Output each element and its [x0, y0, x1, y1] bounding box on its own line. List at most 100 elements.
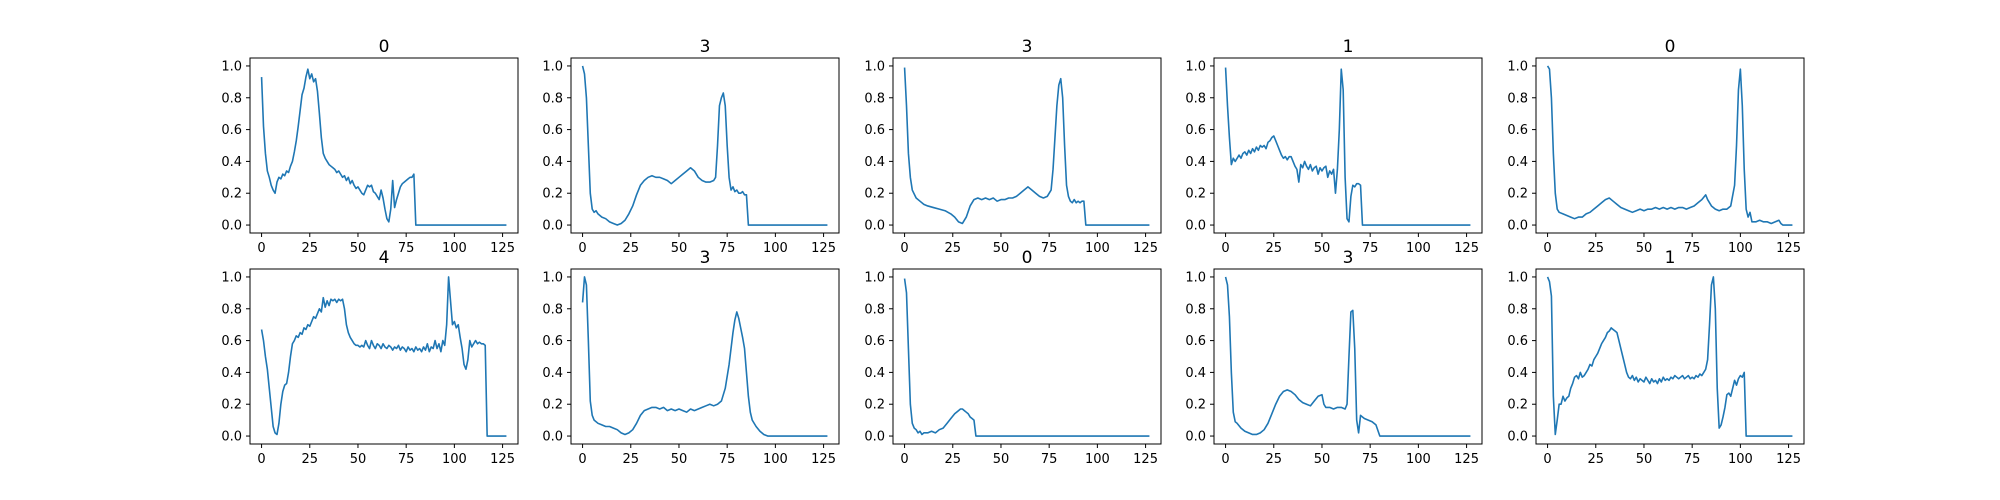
y-tick-label: 0.8 [542, 91, 563, 106]
y-tick-label: 1.0 [542, 59, 563, 74]
subplot-0: 0 25 50 75 100 125 0.0 0.2 0.4 0.6 0.8 1.0 0 [221, 37, 519, 256]
y-tick-label: 1.0 [864, 59, 885, 74]
y-tick-label: 0.6 [221, 123, 242, 138]
x-tick-label: 50 [350, 452, 367, 467]
y-tick-label: 0.8 [1507, 91, 1528, 106]
subplot-7: 0 25 50 75 100 125 0.0 0.2 0.4 0.6 0.8 1.0 0 [864, 248, 1162, 467]
y-tick-label: 0.0 [1185, 219, 1206, 234]
x-tick-label: 100 [1085, 452, 1110, 467]
y-tick-label: 0.0 [864, 219, 885, 234]
y-tick-label: 1.0 [864, 270, 885, 285]
y-tick-label: 0.4 [1507, 155, 1528, 170]
x-tick-label: 100 [1728, 452, 1753, 467]
y-tick-label: 0.0 [864, 430, 885, 445]
subplot-title: 3 [700, 248, 711, 268]
x-tick-label: 25 [301, 452, 318, 467]
y-tick-label: 0.4 [221, 155, 242, 170]
x-tick-label: 50 [1636, 452, 1653, 467]
series-line [903, 67, 1150, 226]
x-tick-label: 50 [1636, 241, 1653, 256]
y-tick-label: 0.4 [1185, 366, 1206, 381]
x-tick-label: 100 [1085, 241, 1110, 256]
x-tick-label: 25 [944, 452, 961, 467]
x-tick-label: 100 [763, 241, 788, 256]
y-tick-label: 0.2 [542, 398, 563, 413]
subplot-title: 1 [1343, 37, 1354, 57]
y-tick-label: 0.6 [1185, 123, 1206, 138]
x-tick-label: 100 [763, 452, 788, 467]
x-tick-label: 75 [1684, 241, 1701, 256]
series-line [1224, 67, 1471, 226]
y-tick-label: 1.0 [542, 270, 563, 285]
y-tick-label: 0.4 [542, 366, 563, 381]
x-tick-label: 75 [398, 241, 415, 256]
series-line [903, 278, 1150, 437]
y-tick-label: 0.0 [1507, 430, 1528, 445]
subplot-title: 0 [379, 37, 390, 57]
axes-frame [570, 268, 840, 445]
y-tick-label: 0.4 [221, 366, 242, 381]
y-tick-label: 0.6 [542, 123, 563, 138]
y-tick-label: 0.0 [542, 219, 563, 234]
x-tick-label: 25 [622, 241, 639, 256]
y-tick-label: 0.2 [1507, 398, 1528, 413]
x-tick-label: 0 [578, 241, 586, 256]
x-tick-label: 125 [1454, 241, 1479, 256]
x-tick-label: 75 [719, 452, 736, 467]
axes-frame [1213, 57, 1483, 234]
subplot-2: 0 25 50 75 100 125 0.0 0.2 0.4 0.6 0.8 1.0 3 [864, 37, 1162, 256]
x-tick-label: 125 [811, 241, 836, 256]
y-tick-label: 1.0 [221, 59, 242, 74]
y-tick-label: 0.8 [864, 302, 885, 317]
x-tick-label: 0 [1221, 241, 1229, 256]
axes-frame [1535, 57, 1805, 234]
y-tick-label: 0.4 [542, 155, 563, 170]
y-tick-label: 0.8 [864, 91, 885, 106]
subplot-5: 0 25 50 75 100 125 0.0 0.2 0.4 0.6 0.8 1.0 4 [221, 248, 519, 467]
subplot-title: 1 [1665, 248, 1676, 268]
x-tick-label: 50 [350, 241, 367, 256]
y-tick-label: 0.4 [864, 155, 885, 170]
series-line [1546, 276, 1793, 437]
y-tick-label: 1.0 [221, 270, 242, 285]
y-tick-label: 1.0 [1507, 59, 1528, 74]
subplot-9: 0 25 50 75 100 125 0.0 0.2 0.4 0.6 0.8 1.0 1 [1507, 248, 1805, 467]
x-tick-label: 50 [671, 452, 688, 467]
y-tick-label: 1.0 [1507, 270, 1528, 285]
x-tick-label: 0 [900, 452, 908, 467]
x-tick-label: 50 [993, 241, 1010, 256]
x-tick-label: 125 [1776, 241, 1801, 256]
series-line [260, 276, 507, 437]
subplot-title: 3 [1022, 37, 1033, 57]
subplot-4: 0 25 50 75 100 125 0.0 0.2 0.4 0.6 0.8 1.0 0 [1507, 37, 1805, 256]
axes-frame [249, 57, 519, 234]
y-tick-label: 0.6 [864, 334, 885, 349]
x-tick-label: 100 [1728, 241, 1753, 256]
subplot-8: 0 25 50 75 100 125 0.0 0.2 0.4 0.6 0.8 1.0 3 [1185, 248, 1483, 467]
subplot-title: 3 [1343, 248, 1354, 268]
series-line [1224, 276, 1471, 437]
axes-frame [892, 268, 1162, 445]
y-tick-label: 0.2 [1185, 187, 1206, 202]
x-tick-label: 25 [1265, 241, 1282, 256]
series-line [581, 276, 828, 437]
subplot-1: 0 25 50 75 100 125 0.0 0.2 0.4 0.6 0.8 1.0 3 [542, 37, 840, 256]
subplot-3: 0 25 50 75 100 125 0.0 0.2 0.4 0.6 0.8 1.0 1 [1185, 37, 1483, 256]
x-tick-label: 125 [1133, 452, 1158, 467]
y-tick-label: 0.6 [542, 334, 563, 349]
x-tick-label: 25 [1587, 241, 1604, 256]
y-tick-label: 0.6 [864, 123, 885, 138]
y-tick-label: 0.6 [221, 334, 242, 349]
x-tick-label: 125 [490, 241, 515, 256]
y-tick-label: 0.0 [221, 219, 242, 234]
y-tick-label: 0.6 [1507, 334, 1528, 349]
x-tick-label: 75 [1041, 452, 1058, 467]
x-tick-label: 125 [1133, 241, 1158, 256]
y-tick-label: 0.2 [864, 187, 885, 202]
x-tick-label: 25 [301, 241, 318, 256]
y-tick-label: 0.8 [221, 302, 242, 317]
x-tick-label: 0 [900, 241, 908, 256]
x-tick-label: 75 [1041, 241, 1058, 256]
y-tick-label: 0.2 [1185, 398, 1206, 413]
